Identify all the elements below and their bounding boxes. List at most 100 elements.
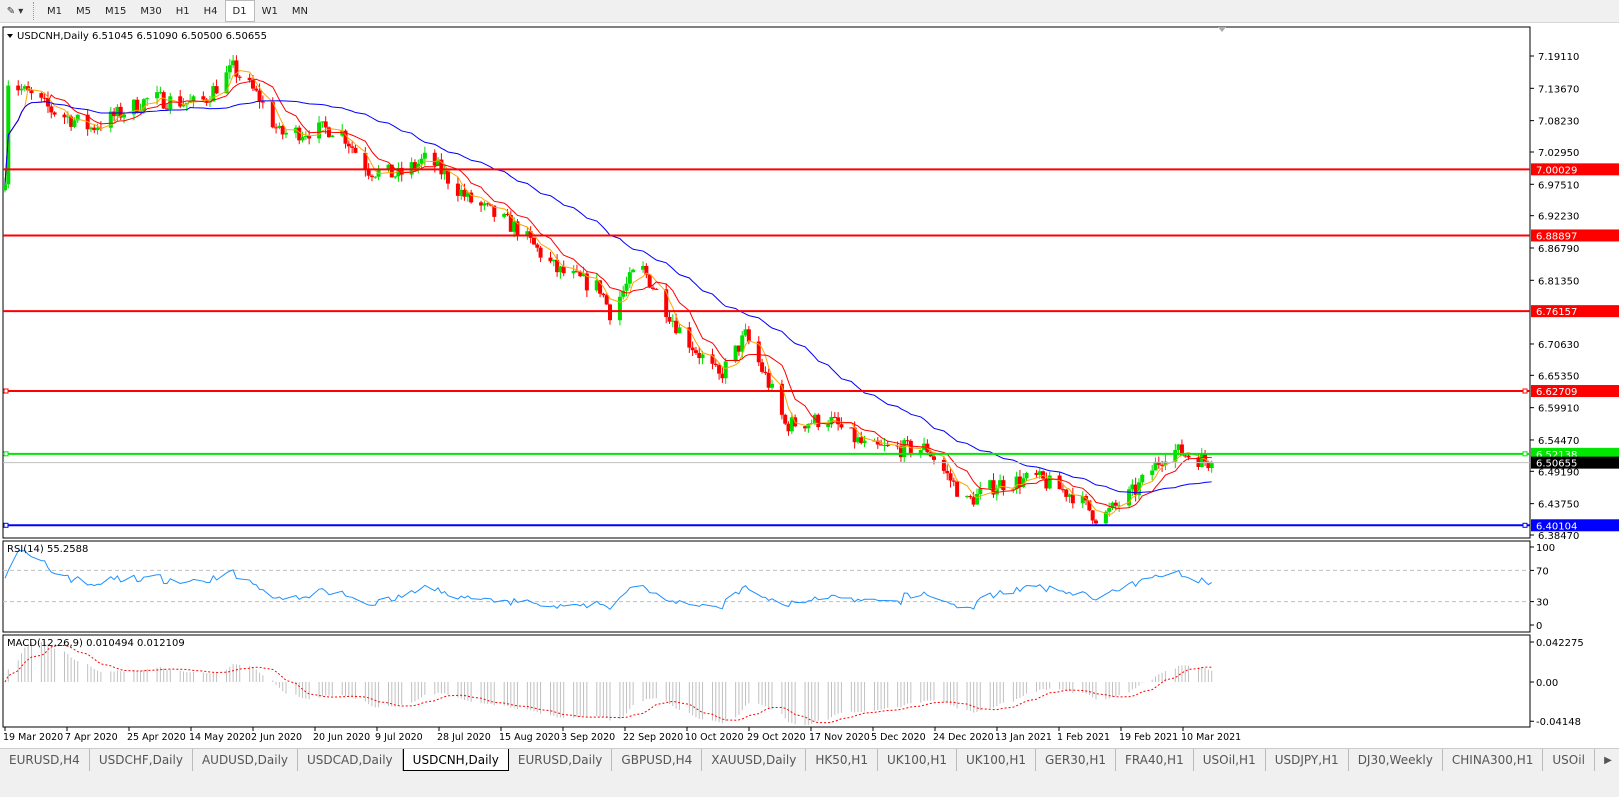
candle-body (882, 445, 887, 447)
candle (1064, 489, 1069, 502)
candle (112, 107, 117, 122)
chart-tab[interactable]: CHINA300,H1 (1443, 749, 1544, 771)
timeframe-m1[interactable]: M1 (47, 5, 62, 17)
candle-body (376, 168, 381, 177)
candle (459, 184, 464, 200)
candle-body (677, 327, 682, 334)
candle-body (141, 99, 146, 111)
chart-tab[interactable]: USDCHF,Daily (90, 749, 193, 771)
candle-body (260, 101, 265, 103)
chart-tab[interactable]: XAUUSD,Daily (702, 749, 807, 771)
level-price-label: 6.40104 (1536, 521, 1577, 532)
candle-body (978, 488, 983, 494)
level-handle[interactable] (3, 451, 9, 457)
chart-menu-triangle-icon[interactable] (7, 34, 13, 38)
candle (905, 436, 910, 446)
candle (1136, 478, 1141, 500)
candle-body (855, 437, 860, 443)
candle (439, 153, 444, 180)
candle-body (373, 176, 378, 178)
chart-tab[interactable]: USDCNH,Daily (402, 749, 509, 771)
candle-body (898, 446, 903, 458)
candle-body (145, 98, 150, 100)
candle-body (1140, 474, 1145, 483)
candle-body (1067, 494, 1072, 497)
candle (346, 140, 351, 154)
candle-body (277, 125, 282, 128)
candle-body (697, 352, 702, 359)
candle (502, 212, 507, 219)
chart-tab[interactable]: UK100,H1 (957, 749, 1037, 771)
candle (1130, 479, 1135, 497)
candle (760, 358, 765, 374)
candle (902, 438, 907, 463)
timeframe-h4[interactable]: H4 (203, 5, 218, 17)
candle-body (829, 416, 834, 425)
level-handle[interactable] (1522, 451, 1528, 457)
crosshair-line-tool-icon[interactable]: ✎ ▾ (6, 5, 24, 17)
candle (164, 104, 169, 111)
candle-body (607, 304, 612, 321)
timeframe-m30[interactable]: M30 (140, 5, 162, 17)
chart-shift-marker-icon[interactable] (1218, 27, 1226, 32)
candle-body (766, 372, 771, 388)
candle-body (621, 290, 626, 297)
candle (22, 84, 27, 92)
current-price-badge (1531, 456, 1619, 469)
level-handle[interactable] (1522, 388, 1528, 394)
level-handle[interactable] (3, 522, 9, 528)
candle (571, 265, 576, 279)
candle (898, 440, 903, 462)
rsi-line (4, 550, 1212, 611)
chart-tab[interactable]: GBPUSD,H4 (612, 749, 703, 771)
level-handle[interactable] (1522, 522, 1528, 528)
chart-tab[interactable]: USDCAD,Daily (298, 749, 403, 771)
chart-tab[interactable]: GER30,H1 (1036, 749, 1116, 771)
chart-tab[interactable]: HK50,H1 (806, 749, 878, 771)
timeframe-h1[interactable]: H1 (175, 5, 190, 17)
rsi-tick-label: 30 (1536, 598, 1549, 609)
candle-body (948, 473, 953, 481)
chart-tab[interactable]: USDJPY,H1 (1266, 749, 1349, 771)
candle (654, 288, 659, 290)
candle-body (991, 480, 996, 495)
price-tick-label: 6.97510 (1538, 180, 1579, 191)
chart-tab[interactable]: UK100,H1 (878, 749, 957, 771)
candle-body (1080, 496, 1085, 504)
tab-scroll-right-icon[interactable]: ▶ (1597, 749, 1619, 771)
candle (366, 163, 371, 180)
candle (650, 285, 655, 291)
timeframe-d1[interactable]: D1 (224, 0, 255, 22)
candle (224, 65, 229, 94)
chart-tab[interactable]: USOil,H1 (1194, 749, 1266, 771)
candle (284, 128, 289, 139)
chart-tab[interactable]: FRA40,H1 (1116, 749, 1194, 771)
candle-body (650, 287, 655, 289)
candle-body (1117, 505, 1122, 507)
timeframe-w1[interactable]: W1 (261, 5, 278, 17)
candle (158, 86, 163, 95)
timeframe-m5[interactable]: M5 (76, 5, 91, 17)
price-chart[interactable]: 7.19110 7.13670 7.08230 7.02950 6.97510 6.922… (0, 23, 1619, 748)
candle (234, 55, 239, 84)
level-handle[interactable] (3, 388, 9, 394)
candle-body (446, 170, 451, 184)
chart-tab[interactable]: EURUSD,Daily (509, 749, 613, 771)
candle (204, 97, 209, 107)
timeframe-mn[interactable]: MN (291, 5, 308, 17)
candle-body (971, 497, 976, 505)
rsi-tick-label: 70 (1536, 566, 1549, 577)
candle (227, 59, 232, 80)
candle-body (849, 427, 854, 429)
chart-tab[interactable]: USOil (1543, 749, 1595, 771)
candle (1067, 493, 1072, 503)
candle (882, 438, 887, 452)
candle-body (164, 108, 169, 110)
chart-tab[interactable]: AUDUSD,Daily (193, 749, 299, 771)
date-tick-label: 13 Jan 2021 (995, 732, 1052, 743)
chart-tab[interactable]: DJ30,Weekly (1349, 749, 1443, 771)
timeframe-m15[interactable]: M15 (105, 5, 127, 17)
macd-panel (2, 634, 1531, 728)
candle (832, 412, 837, 419)
chart-tab[interactable]: EURUSD,H4 (0, 749, 90, 771)
